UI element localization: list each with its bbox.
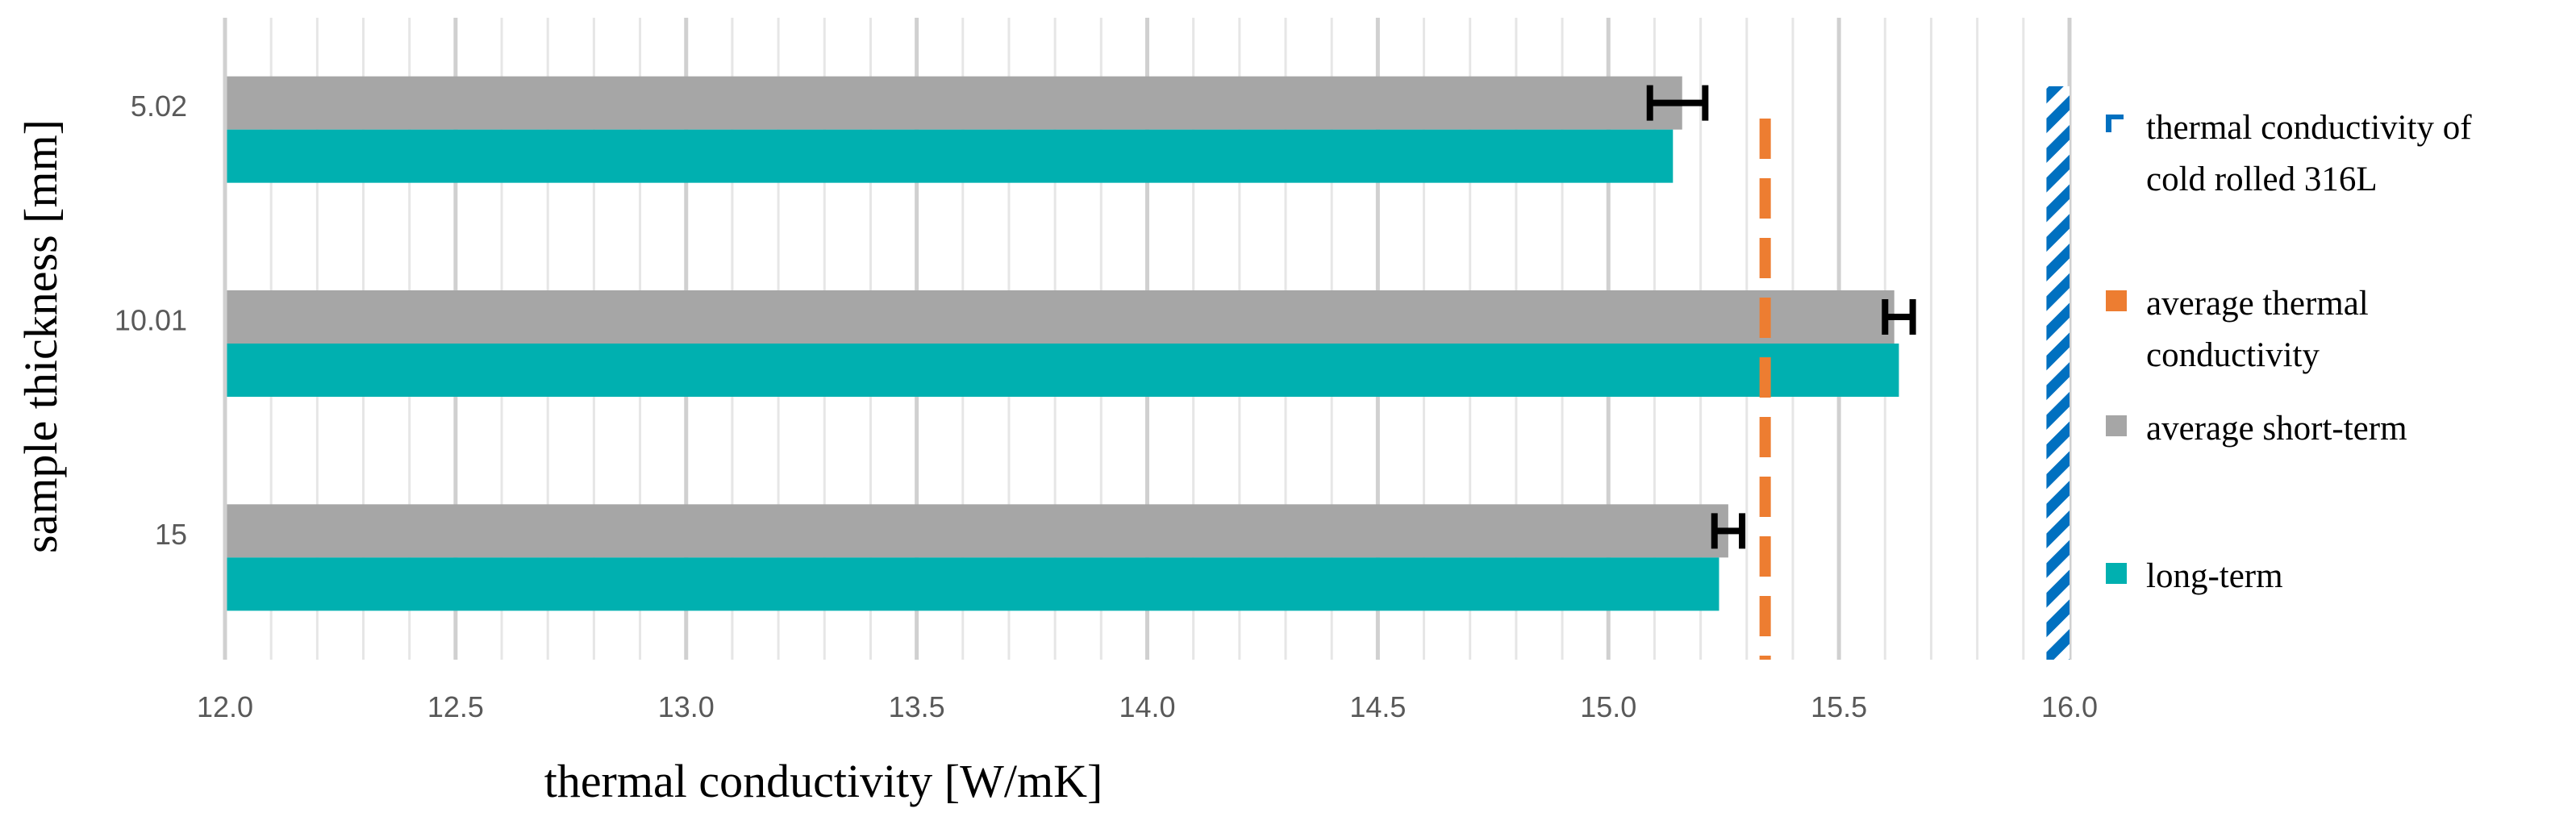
- legend: thermal conductivity of cold rolled 316L a…: [2106, 109, 2472, 595]
- x-tick-label: 12.5: [427, 690, 484, 723]
- legend-swatch: [2106, 563, 2127, 584]
- bar-average-short-term-10.01: [225, 290, 1894, 344]
- legend-label: conductivity: [2146, 336, 2320, 374]
- bar-long-term-5.02: [225, 129, 1674, 183]
- legend-swatch: [2106, 290, 2127, 311]
- x-tick-label: 13.5: [889, 690, 945, 723]
- y-axis-title: sample thickness [mm]: [15, 119, 67, 553]
- x-axis-title: thermal conductivity [W/mK]: [544, 755, 1103, 807]
- legend-swatch: [2106, 415, 2127, 436]
- error-bars: [1646, 85, 1916, 549]
- bar-average-short-term-15: [225, 504, 1728, 558]
- x-tick-label: 15.5: [1811, 690, 1867, 723]
- legend-label: average short-term: [2146, 410, 2407, 448]
- axes: 5.02 10.01 15 12.0 12.5 13.0 13.5 14.0 14.5 15.0 1…: [15, 18, 2098, 807]
- x-tick-label: 12.0: [197, 690, 253, 723]
- bar-long-term-15: [225, 557, 1719, 611]
- x-tick-label: 16.0: [2041, 690, 2098, 723]
- legend-label: cold rolled 316L: [2146, 160, 2378, 198]
- x-tick-label: 14.0: [1119, 690, 1175, 723]
- bars: [225, 76, 1899, 611]
- bar-long-term-10.01: [225, 344, 1899, 397]
- legend-label: long-term: [2146, 557, 2283, 595]
- y-tick-label: 10.01: [115, 304, 187, 337]
- legend-label: thermal conductivity of: [2146, 109, 2472, 147]
- y-tick-label: 5.02: [131, 90, 187, 123]
- reference-band: [2046, 86, 2070, 660]
- legend-label: average thermal: [2146, 285, 2369, 323]
- x-tick-label: 15.0: [1580, 690, 1636, 723]
- x-tick-label: 14.5: [1349, 690, 1406, 723]
- cold-rolled-band: [2046, 86, 2070, 660]
- bar-average-short-term-5.02: [225, 76, 1682, 130]
- y-tick-label: 15: [155, 518, 187, 551]
- legend-swatch-hatch: [2106, 115, 2124, 132]
- x-tick-label: 13.0: [658, 690, 715, 723]
